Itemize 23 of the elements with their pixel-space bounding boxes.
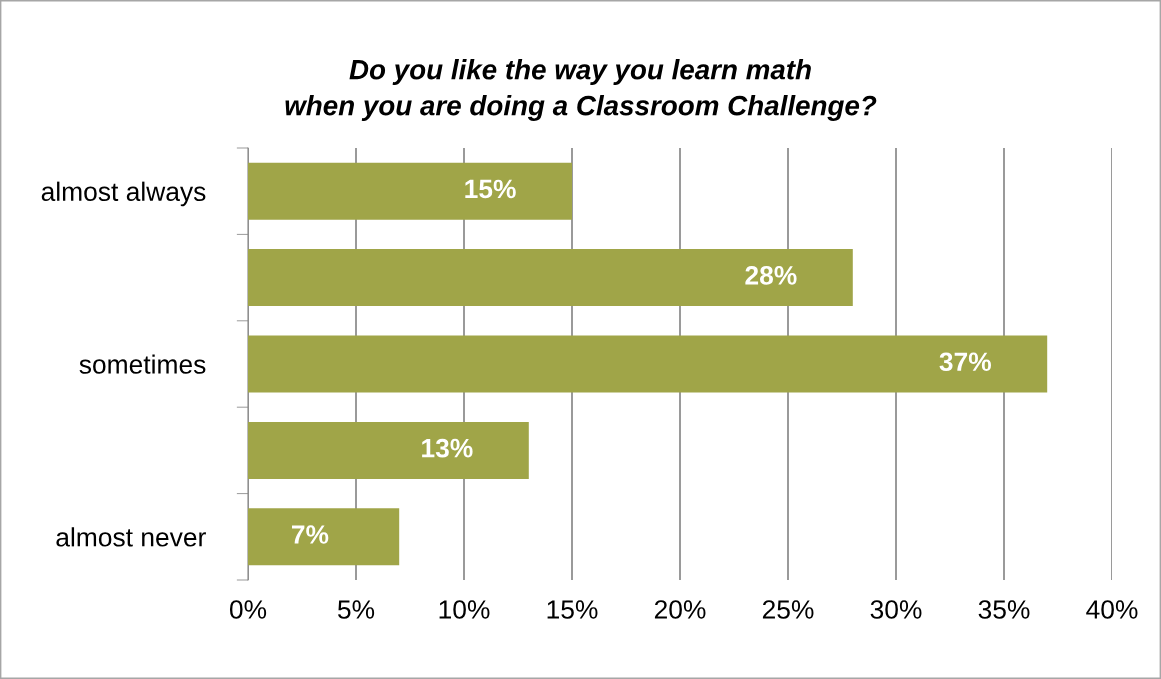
- data-label: 28%: [745, 266, 797, 285]
- data-label: 15%: [465, 179, 516, 199]
- x-tick-label: 30%: [870, 600, 922, 619]
- x-tick-label: 15%: [547, 600, 598, 619]
- y-tick-label: sometimes: [79, 354, 206, 374]
- bar: [248, 162, 572, 220]
- x-tick-label: 25%: [762, 600, 814, 619]
- bar: [248, 335, 1048, 393]
- x-tick-label: 35%: [978, 600, 1030, 619]
- y-tick-label: almost always: [41, 181, 206, 207]
- bar: [248, 508, 400, 566]
- data-label: 7%: [292, 525, 329, 544]
- x-tick-label: 20%: [654, 600, 706, 619]
- data-label: 37%: [939, 352, 991, 372]
- data-label: 13%: [422, 438, 473, 458]
- bar: [248, 421, 529, 479]
- x-tick-label: 0%: [229, 600, 267, 619]
- bar: [248, 249, 853, 307]
- chart-title: Do you like the way you learn math when you are doing a Classroom Challenge?: [285, 59, 877, 121]
- y-tick-label: almost never: [56, 527, 206, 547]
- x-tick-label: 5%: [337, 600, 375, 619]
- x-tick-label: 40%: [1086, 600, 1138, 619]
- x-tick-label: 10%: [439, 600, 490, 619]
